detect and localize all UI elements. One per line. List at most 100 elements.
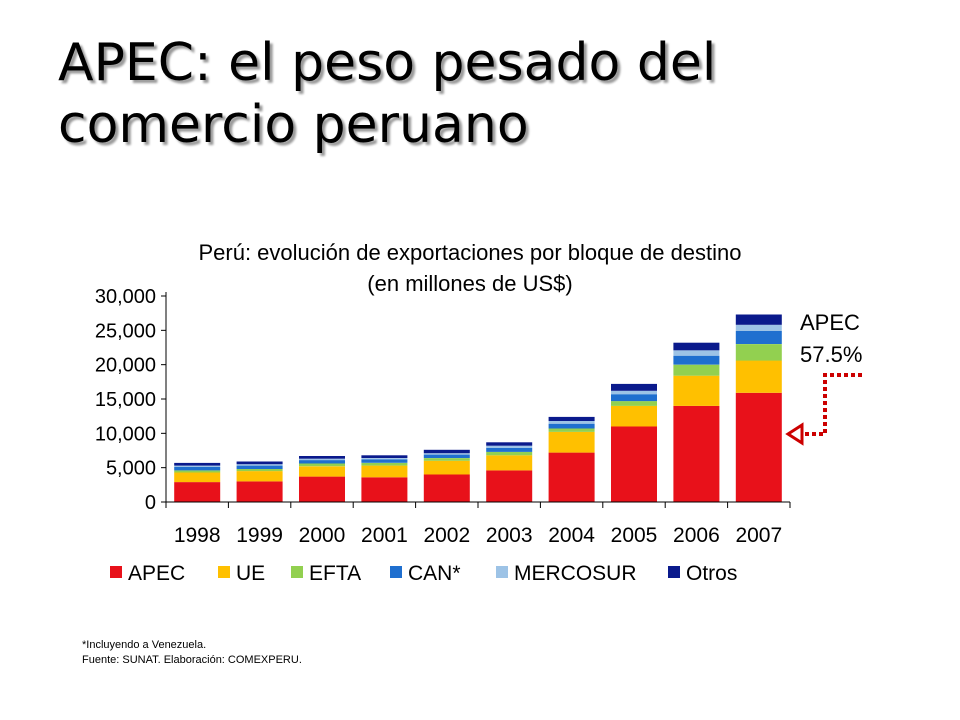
bar-mercosur-2007 xyxy=(735,324,782,331)
bar-mercosur-2000 xyxy=(299,458,345,461)
annotation-arrow-head xyxy=(785,422,804,446)
legend-swatch-otros xyxy=(668,566,680,578)
chart-title: Perú: evolución de exportaciones por blo… xyxy=(198,240,741,265)
bar-apec-2007 xyxy=(735,392,782,502)
bar-can-1999 xyxy=(236,465,283,469)
legend-label-otros: Otros xyxy=(686,562,737,585)
annotation-label: APEC xyxy=(800,310,860,335)
bar-ue-2000 xyxy=(299,466,345,477)
bar-can-2002 xyxy=(423,454,470,458)
bar-apec-2000 xyxy=(299,476,345,502)
legend-label-ue: UE xyxy=(236,562,265,585)
legend-label-efta: EFTA xyxy=(309,562,361,585)
x-tick-label: 2003 xyxy=(486,524,533,547)
bar-can-2006 xyxy=(673,355,720,365)
bar-efta-2004 xyxy=(548,428,595,432)
legend-label-can: CAN* xyxy=(408,562,461,585)
bar-otros-2006 xyxy=(673,342,720,351)
axes-layer: 0 5,000 10,000 15,000 20,000 25,000 30,000 1998… xyxy=(95,286,791,547)
y-tick-label: 10,000 xyxy=(95,423,156,445)
bar-efta-1998 xyxy=(174,470,221,473)
annotation-arrow-line xyxy=(800,373,862,436)
bar-mercosur-2001 xyxy=(361,458,408,460)
x-tick-label: 1998 xyxy=(174,524,221,547)
y-tick-label: 15,000 xyxy=(95,389,156,411)
x-tick-label: 2005 xyxy=(611,524,658,547)
bar-efta-2003 xyxy=(486,451,533,456)
legend-swatch-ue xyxy=(218,566,230,578)
bar-can-2007 xyxy=(735,331,782,344)
annotation-value: 57.5% xyxy=(800,342,862,367)
y-tick-label: 30,000 xyxy=(95,286,156,308)
bar-ue-2002 xyxy=(423,460,470,475)
x-tick-label: 2002 xyxy=(423,524,470,547)
bar-ue-2001 xyxy=(361,465,408,478)
bar-otros-2001 xyxy=(361,455,408,458)
bar-efta-1999 xyxy=(236,469,283,472)
bar-ue-2007 xyxy=(735,360,782,393)
legend-swatch-apec xyxy=(110,566,122,578)
legend-label-mercosur: MERCOSUR xyxy=(514,562,637,585)
legend-swatch-efta xyxy=(291,566,303,578)
bar-otros-2003 xyxy=(486,442,533,446)
bar-mercosur-2002 xyxy=(423,453,470,455)
bar-apec-2005 xyxy=(611,426,657,502)
bar-otros-2005 xyxy=(611,383,657,391)
bar-efta-2000 xyxy=(299,463,345,467)
x-tick-label: 2007 xyxy=(735,524,782,547)
bar-apec-2006 xyxy=(673,405,720,502)
y-tick-label: 20,000 xyxy=(95,355,156,377)
bar-efta-2007 xyxy=(735,344,782,361)
bar-mercosur-2004 xyxy=(548,421,595,424)
y-tick-label: 0 xyxy=(145,492,156,514)
bar-otros-1998 xyxy=(174,462,221,466)
x-tick-label: 2006 xyxy=(673,524,720,547)
bar-ue-2006 xyxy=(673,375,720,406)
bar-otros-2007 xyxy=(735,314,782,325)
slide-title-line-2: comercio peruano xyxy=(58,95,529,155)
bar-mercosur-2006 xyxy=(673,350,720,356)
bar-otros-2004 xyxy=(548,416,595,421)
bar-efta-2001 xyxy=(361,462,408,466)
x-tick-label: 1999 xyxy=(236,524,283,547)
bar-apec-2003 xyxy=(486,470,533,502)
bar-efta-2005 xyxy=(611,401,657,406)
bar-apec-2001 xyxy=(361,477,408,502)
bar-can-1998 xyxy=(174,467,221,471)
bar-apec-2004 xyxy=(548,452,595,502)
bar-can-2004 xyxy=(548,423,595,429)
slide-title-line-1: APEC: el peso pesado del xyxy=(58,33,717,93)
bar-can-2001 xyxy=(361,459,408,463)
bar-ue-2004 xyxy=(548,432,595,453)
bar-otros-1999 xyxy=(236,461,283,465)
bar-mercosur-2003 xyxy=(486,445,533,448)
footnote-source: Fuente: SUNAT. Elaboración: COMEXPERU. xyxy=(82,654,302,666)
legend-swatch-can xyxy=(390,566,402,578)
bar-efta-2002 xyxy=(423,458,470,461)
legend-label-apec: APEC xyxy=(128,562,185,585)
bar-ue-2003 xyxy=(486,455,533,471)
bar-mercosur-2005 xyxy=(611,390,657,395)
bar-apec-2002 xyxy=(423,474,470,502)
footnotes: *Incluyendo a Venezuela. Fuente: SUNAT. … xyxy=(82,638,302,668)
bar-otros-2000 xyxy=(299,456,345,459)
bar-mercosur-1998 xyxy=(174,465,221,467)
x-tick-label: 2001 xyxy=(361,524,408,547)
bar-ue-1999 xyxy=(236,471,283,482)
bar-apec-1999 xyxy=(236,481,283,502)
legend-swatch-mercosur xyxy=(496,566,508,578)
x-tick-label: 2004 xyxy=(548,524,595,547)
apec-annotation: APEC 57.5% xyxy=(785,310,862,446)
bar-ue-1998 xyxy=(174,472,221,483)
legend: APEC UE EFTA CAN* MERCOSUR Otros xyxy=(110,562,737,585)
footnote-note: *Incluyendo a Venezuela. xyxy=(82,639,207,651)
y-tick-label: 5,000 xyxy=(106,458,156,480)
bar-otros-2002 xyxy=(423,449,470,454)
bar-ue-2005 xyxy=(611,405,657,427)
chart-subtitle: (en millones de US$) xyxy=(367,271,572,296)
bar-can-2003 xyxy=(486,447,533,452)
bar-can-2005 xyxy=(611,394,657,402)
bar-apec-1998 xyxy=(174,482,221,502)
x-tick-label: 2000 xyxy=(299,524,346,547)
